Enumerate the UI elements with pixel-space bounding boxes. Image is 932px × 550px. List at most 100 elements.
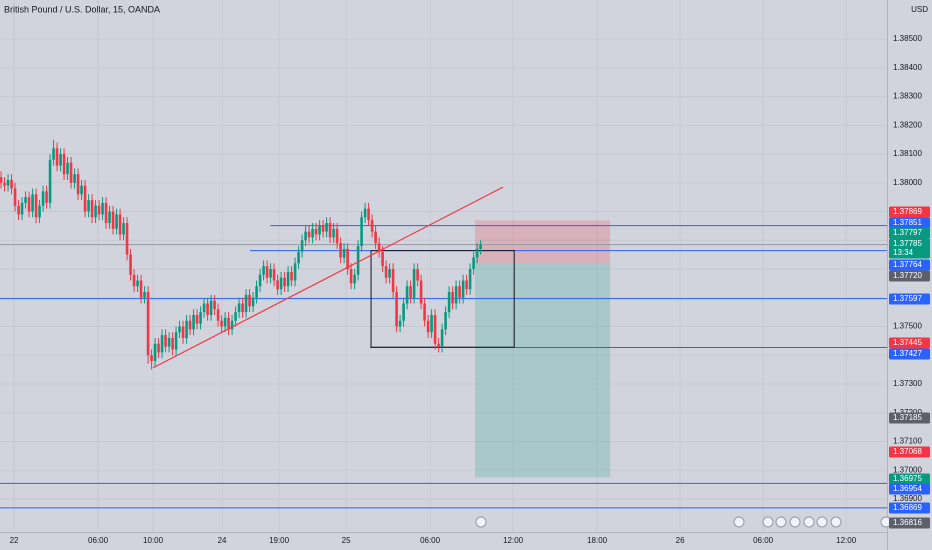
y-tick-label: 1.38500 bbox=[893, 34, 922, 43]
price-tag bbox=[889, 473, 930, 485]
candle-body bbox=[66, 162, 69, 175]
y-tick-label: 1.38200 bbox=[893, 120, 922, 129]
price-tag-label: 1.37720 bbox=[893, 271, 922, 280]
candle-body bbox=[171, 337, 174, 350]
candle-body bbox=[101, 202, 104, 215]
candle-body bbox=[465, 280, 468, 290]
candle-body bbox=[412, 269, 416, 298]
price-tag bbox=[889, 412, 930, 424]
candle-body bbox=[451, 292, 454, 304]
event-icon[interactable] bbox=[803, 516, 815, 528]
candle-body bbox=[395, 292, 398, 327]
y-tick-label: 1.38300 bbox=[893, 92, 922, 101]
candle-body bbox=[97, 205, 101, 215]
candle-body bbox=[115, 214, 118, 229]
candle-body bbox=[346, 248, 349, 270]
price-tag bbox=[889, 446, 930, 458]
position-target-zone bbox=[475, 263, 611, 478]
candle-body bbox=[80, 185, 83, 195]
candle-body bbox=[388, 269, 391, 278]
candle-body bbox=[108, 211, 111, 224]
candle-body bbox=[321, 225, 325, 232]
candle-body bbox=[262, 266, 265, 275]
candle-body bbox=[213, 300, 216, 310]
x-tick-label: 26 bbox=[676, 536, 685, 545]
price-tag-label: 1.36869 bbox=[893, 503, 922, 512]
candle-body bbox=[290, 271, 293, 281]
candle-body bbox=[423, 303, 426, 321]
event-icon[interactable] bbox=[830, 516, 842, 528]
candle-body bbox=[475, 248, 479, 258]
candle-body bbox=[38, 205, 41, 218]
y-tick-label: 1.38400 bbox=[893, 63, 922, 72]
candle-body bbox=[223, 317, 227, 327]
event-icon[interactable] bbox=[475, 516, 487, 528]
candle-body bbox=[279, 277, 283, 290]
candle-body bbox=[132, 274, 136, 287]
candle-body bbox=[360, 217, 363, 247]
x-tick-label: 12:00 bbox=[503, 536, 524, 545]
candle-body bbox=[13, 188, 17, 206]
candle-body bbox=[104, 202, 108, 224]
chart-title: British Pound / U.S. Dollar, 15, OANDA bbox=[4, 4, 160, 14]
y-tick-label: 1.37100 bbox=[893, 437, 922, 446]
candle-body bbox=[377, 243, 381, 252]
event-icon[interactable] bbox=[775, 516, 787, 528]
candle-body bbox=[332, 228, 335, 238]
candle-body bbox=[328, 223, 332, 238]
candle-body bbox=[405, 286, 409, 304]
candle-body bbox=[31, 194, 34, 212]
y-tick-label: 1.38000 bbox=[893, 178, 922, 187]
candle-body bbox=[402, 303, 405, 321]
x-tick-label: 06:00 bbox=[753, 536, 774, 545]
candle-body bbox=[153, 343, 157, 361]
event-icon[interactable] bbox=[816, 516, 828, 528]
candle-body bbox=[269, 269, 272, 278]
x-tick-label: 24 bbox=[218, 536, 227, 545]
candle-body bbox=[90, 200, 94, 218]
candle-body bbox=[300, 240, 304, 252]
price-tag-label: 1.37185 bbox=[893, 413, 922, 422]
candle-body bbox=[398, 320, 402, 327]
event-icon[interactable] bbox=[762, 516, 774, 528]
candle-body bbox=[381, 251, 384, 267]
candle-body bbox=[353, 274, 356, 284]
candle-body bbox=[444, 312, 447, 330]
price-tag bbox=[889, 293, 930, 305]
candle-body bbox=[129, 254, 132, 275]
candle-body bbox=[244, 294, 248, 313]
candle-body bbox=[234, 312, 237, 321]
candle-body bbox=[241, 303, 244, 313]
candle-body bbox=[6, 179, 10, 186]
candle-body bbox=[150, 355, 153, 361]
candle-body bbox=[122, 223, 125, 235]
price-tag bbox=[889, 206, 930, 218]
candle-body bbox=[73, 174, 76, 183]
event-icon[interactable] bbox=[733, 516, 745, 528]
x-tick-label: 10:00 bbox=[143, 536, 164, 545]
candle-body bbox=[167, 337, 171, 347]
candle-body bbox=[76, 174, 80, 195]
candle-body bbox=[52, 148, 55, 160]
candle-body bbox=[468, 269, 472, 290]
price-tag-label: 1.37764 bbox=[893, 260, 922, 269]
candle-body bbox=[20, 202, 24, 215]
candle-body bbox=[437, 343, 440, 347]
candle-body bbox=[160, 335, 164, 353]
candle-body bbox=[139, 280, 143, 298]
x-tick-label: 06:00 bbox=[88, 536, 109, 545]
x-tick-label: 25 bbox=[342, 536, 351, 545]
y-tick-label: 1.37300 bbox=[893, 379, 922, 388]
candle-body bbox=[199, 312, 202, 324]
candle-body bbox=[202, 303, 206, 313]
position-stop-zone bbox=[475, 220, 611, 264]
event-icon[interactable] bbox=[789, 516, 801, 528]
candle-body bbox=[34, 194, 38, 218]
candle-body bbox=[283, 277, 286, 287]
y-tick-label: 1.37000 bbox=[893, 465, 922, 474]
candle-body bbox=[349, 269, 353, 284]
candle-body bbox=[304, 231, 307, 241]
countdown: 13:34 bbox=[893, 248, 914, 257]
price-tag bbox=[889, 502, 930, 514]
